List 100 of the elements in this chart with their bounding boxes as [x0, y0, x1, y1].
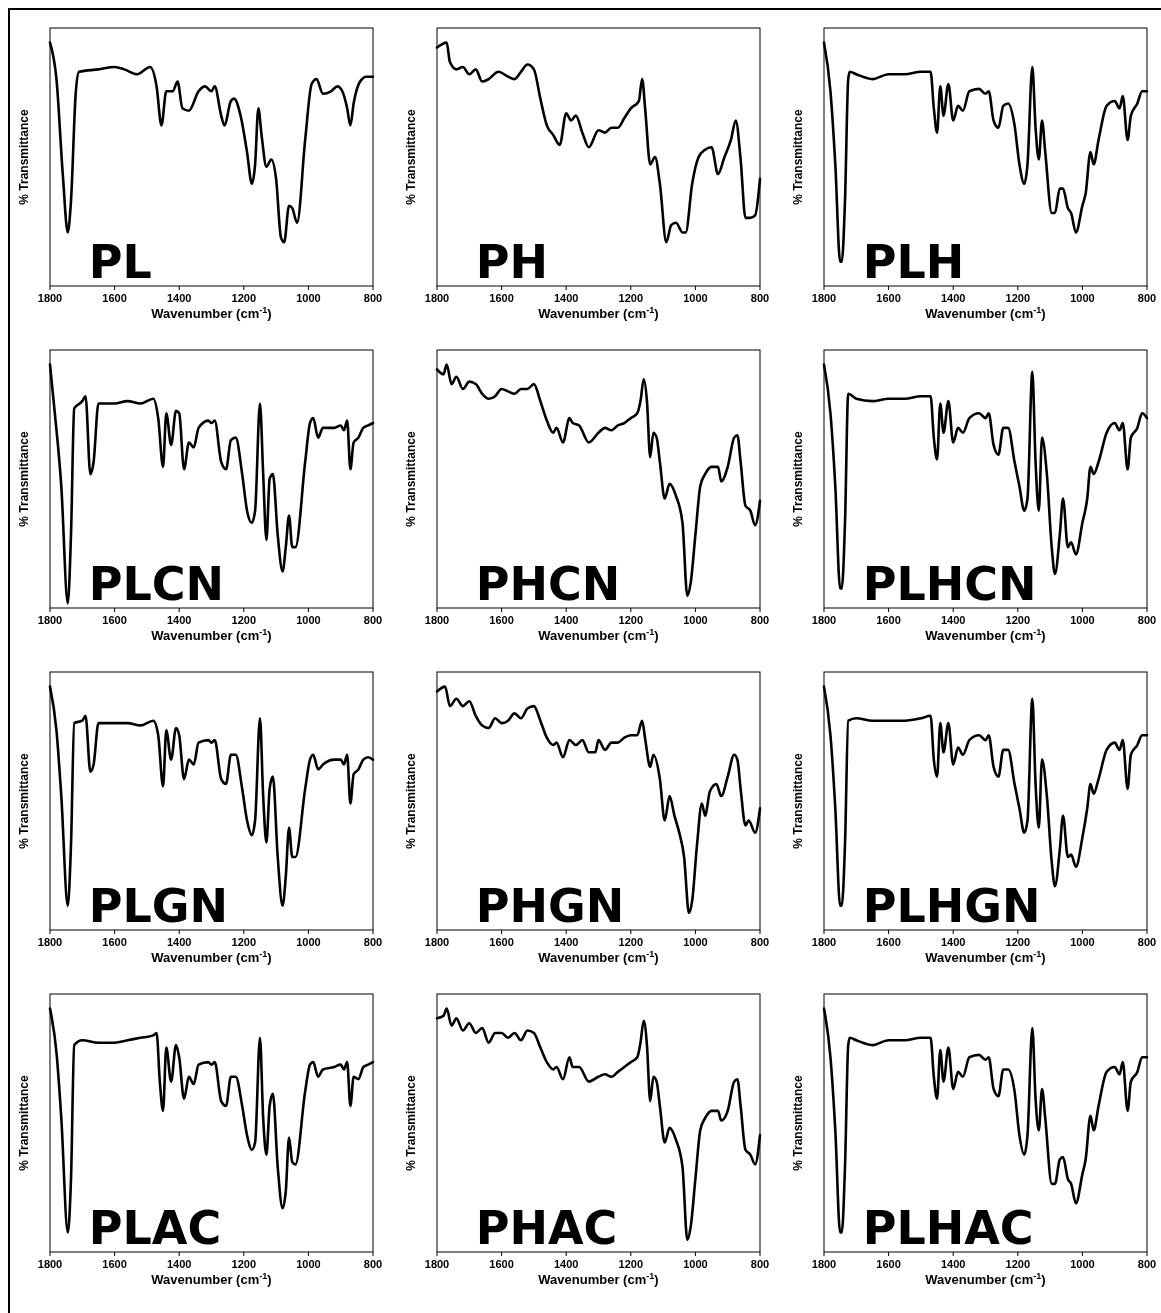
- x-tick-label: 1600: [489, 614, 514, 626]
- x-tick-label: 1000: [683, 936, 708, 948]
- y-axis-title: % Transmittance: [17, 1074, 31, 1171]
- x-tick-label: 1400: [940, 614, 966, 626]
- x-axis-title: Wavenumber (cm$^{-1}$): [925, 1271, 1046, 1287]
- text: PLHCN: [862, 557, 1037, 611]
- x-tick-label: 1600: [102, 614, 127, 626]
- x-axis-title: Wavenumber (cm$^{-1}$): [538, 627, 659, 643]
- x-tick-label: 1200: [231, 936, 257, 948]
- text: PHAC: [475, 1201, 618, 1255]
- x-tick-label: 1800: [424, 1258, 450, 1270]
- text: PLAC: [88, 1201, 222, 1255]
- text: PHCN: [475, 557, 621, 611]
- x-tick-label: 1400: [166, 292, 192, 304]
- y-axis-title: % Transmittance: [17, 752, 31, 849]
- x-axis-title: Wavenumber (cm$^{-1}$): [925, 305, 1046, 321]
- x-tick-label: 1000: [296, 292, 321, 304]
- x-tick-label: 1800: [811, 614, 837, 626]
- x-axis-title: Wavenumber (cm$^{-1}$): [538, 949, 659, 965]
- x-tick-label: 800: [363, 936, 383, 948]
- x-tick-label: 1600: [102, 292, 127, 304]
- x-tick-label: 1800: [811, 1258, 837, 1270]
- x-tick-label: 1000: [1070, 936, 1095, 948]
- x-tick-label: 1800: [811, 936, 837, 948]
- y-axis-title: % Transmittance: [404, 430, 418, 527]
- x-tick-label: 1600: [102, 1258, 127, 1270]
- x-tick-label: 800: [1137, 1258, 1157, 1270]
- x-axis-title: Wavenumber (cm$^{-1}$): [925, 627, 1046, 643]
- x-tick-label: 1800: [37, 1258, 63, 1270]
- x-tick-label: 1800: [37, 292, 63, 304]
- x-tick-label: 1200: [231, 614, 257, 626]
- x-axis-title: Wavenumber (cm$^{-1}$): [151, 305, 272, 321]
- y-axis-title: % Transmittance: [404, 1074, 418, 1171]
- x-tick-label: 1400: [166, 936, 192, 948]
- x-tick-label: 1400: [940, 292, 966, 304]
- x-tick-label: 1000: [683, 1258, 708, 1270]
- y-axis-title: % Transmittance: [404, 752, 418, 849]
- x-tick-label: 800: [363, 1258, 383, 1270]
- text: PLHAC: [862, 1201, 1034, 1255]
- x-tick-label: 800: [363, 292, 383, 304]
- text: PLGN: [88, 879, 229, 933]
- x-tick-label: 800: [1137, 614, 1157, 626]
- x-tick-label: 1400: [553, 614, 579, 626]
- y-axis-title: % Transmittance: [791, 1074, 805, 1171]
- x-tick-label: 1600: [876, 292, 901, 304]
- x-tick-label: 1800: [424, 936, 450, 948]
- x-tick-label: 1400: [553, 292, 579, 304]
- x-tick-label: 1000: [683, 292, 708, 304]
- x-tick-label: 1200: [1005, 614, 1031, 626]
- x-tick-label: 800: [750, 292, 770, 304]
- x-tick-label: 800: [1137, 936, 1157, 948]
- x-axis-title: Wavenumber (cm$^{-1}$): [151, 627, 272, 643]
- x-tick-label: 1400: [940, 936, 966, 948]
- x-tick-label: 1000: [1070, 292, 1095, 304]
- x-tick-label: 1600: [876, 614, 901, 626]
- x-axis-title: Wavenumber (cm$^{-1}$): [538, 1271, 659, 1287]
- x-axis-title: Wavenumber (cm$^{-1}$): [151, 1271, 272, 1287]
- text: PLHGN: [862, 879, 1041, 933]
- x-tick-label: 1800: [37, 614, 63, 626]
- x-tick-label: 1200: [618, 936, 644, 948]
- x-axis-title: Wavenumber (cm$^{-1}$): [925, 949, 1046, 965]
- x-tick-label: 1600: [489, 292, 514, 304]
- x-tick-label: 1800: [37, 936, 63, 948]
- x-tick-label: 800: [750, 936, 770, 948]
- x-tick-label: 1200: [1005, 1258, 1031, 1270]
- x-tick-label: 1200: [618, 292, 644, 304]
- x-tick-label: 1200: [618, 614, 644, 626]
- y-axis-title: % Transmittance: [17, 108, 31, 205]
- x-tick-label: 1200: [1005, 936, 1031, 948]
- y-axis-title: % Transmittance: [17, 430, 31, 527]
- y-axis-title: % Transmittance: [791, 752, 805, 849]
- text: PLH: [862, 235, 965, 289]
- x-tick-label: 800: [363, 614, 383, 626]
- x-tick-label: 1000: [296, 614, 321, 626]
- x-axis-title: Wavenumber (cm$^{-1}$): [538, 305, 659, 321]
- x-tick-label: 1600: [876, 1258, 901, 1270]
- text: PL: [88, 235, 152, 289]
- y-axis-title: % Transmittance: [791, 430, 805, 527]
- x-tick-label: 1200: [1005, 292, 1031, 304]
- text: PLCN: [88, 557, 225, 611]
- text: PHGN: [475, 879, 625, 933]
- x-tick-label: 1400: [166, 614, 192, 626]
- x-tick-label: 1000: [1070, 1258, 1095, 1270]
- x-tick-label: 1800: [424, 292, 450, 304]
- y-axis-title: % Transmittance: [791, 108, 805, 205]
- x-tick-label: 1000: [683, 614, 708, 626]
- x-tick-label: 1800: [811, 292, 837, 304]
- x-tick-label: 1800: [424, 614, 450, 626]
- x-tick-label: 1200: [618, 1258, 644, 1270]
- x-tick-label: 1600: [876, 936, 901, 948]
- x-tick-label: 1600: [489, 1258, 514, 1270]
- x-axis-title: Wavenumber (cm$^{-1}$): [151, 949, 272, 965]
- x-tick-label: 1600: [102, 936, 127, 948]
- x-tick-label: 1200: [231, 1258, 257, 1270]
- x-tick-label: 1400: [553, 936, 579, 948]
- x-tick-label: 1400: [166, 1258, 192, 1270]
- x-tick-label: 1400: [940, 1258, 966, 1270]
- x-tick-label: 1000: [296, 936, 321, 948]
- y-axis-title: % Transmittance: [404, 108, 418, 205]
- x-tick-label: 1200: [231, 292, 257, 304]
